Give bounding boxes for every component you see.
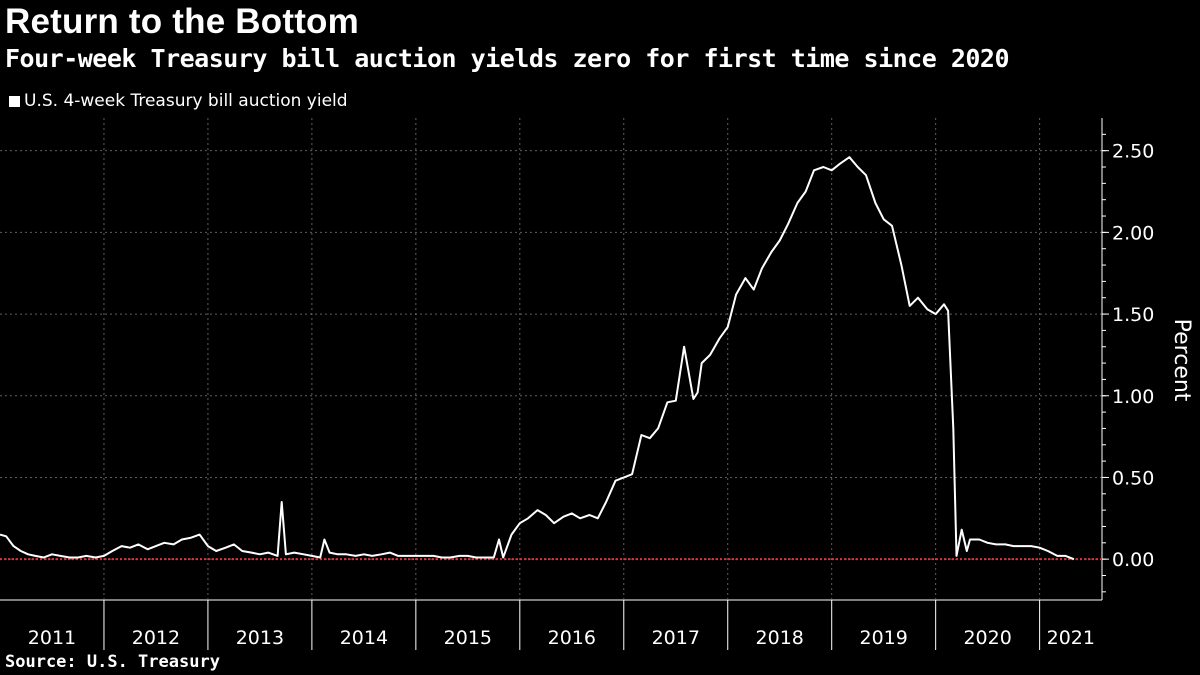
y-tick-label: 0.00 — [1112, 549, 1154, 571]
source-note: Source: U.S. Treasury — [5, 652, 220, 672]
x-tick-label: 2015 — [444, 627, 492, 649]
x-tick-label: 2012 — [132, 627, 180, 649]
chart-title: Return to the Bottom — [5, 2, 359, 41]
y-tick-label: 2.50 — [1112, 141, 1154, 163]
x-tick-label: 2019 — [859, 627, 907, 649]
x-tick-label: 2020 — [963, 627, 1011, 649]
y-axis-label: Percent — [1169, 319, 1194, 402]
legend-label: U.S. 4-week Treasury bill auction yield — [24, 91, 348, 111]
y-tick-label: 1.00 — [1112, 386, 1154, 408]
series-line — [0, 156, 1075, 561]
x-tick-label: 2017 — [652, 627, 700, 649]
legend-swatch — [9, 95, 20, 107]
x-tick-label: 2013 — [236, 627, 284, 649]
x-tick-label: 2016 — [548, 627, 596, 649]
x-tick-label: 2014 — [340, 627, 388, 649]
y-tick-label: 2.00 — [1112, 222, 1154, 244]
y-tick-label: 1.50 — [1112, 304, 1154, 326]
chart-subtitle: Four-week Treasury bill auction yields z… — [5, 44, 1010, 73]
y-tick-label: 0.50 — [1112, 467, 1154, 489]
x-tick-label: 2011 — [28, 627, 76, 649]
x-tick-label: 2018 — [756, 627, 804, 649]
legend: U.S. 4-week Treasury bill auction yield — [9, 91, 348, 111]
x-tick-label: 2021 — [1047, 627, 1095, 649]
